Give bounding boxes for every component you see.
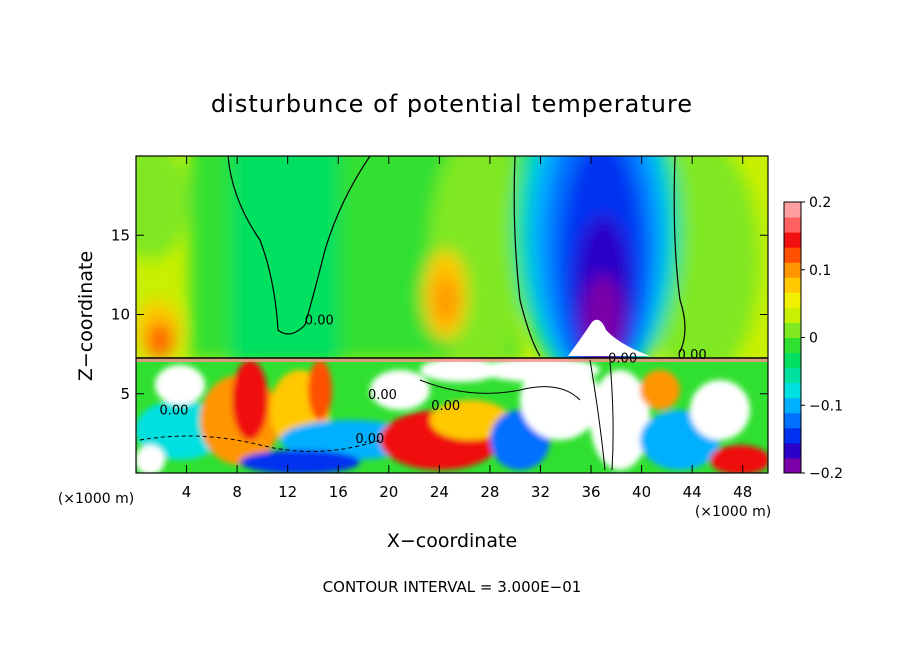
colorbar-segment [784, 217, 801, 233]
contour-interval-note: CONTOUR INTERVAL = 3.000E−01 [323, 578, 582, 596]
colorbar-segment [784, 292, 801, 308]
x-tick-label: 28 [480, 483, 499, 501]
contour-label: 0.00 [678, 348, 707, 363]
x-tick-label: 32 [531, 483, 550, 501]
contour-label: 0.00 [355, 432, 384, 447]
colorbar-segment [784, 232, 801, 248]
colorbar-tick-label: −0.2 [809, 466, 843, 482]
colorbar-tick-label: 0.1 [809, 263, 831, 279]
y-tick-label: 10 [111, 306, 130, 324]
x-tick-label: 48 [733, 483, 752, 501]
colorbar-segment [784, 457, 801, 474]
x-unit-right: (×1000 m) [695, 504, 771, 520]
colorbar-segment [784, 382, 801, 399]
contour-label: 0.00 [368, 388, 397, 403]
colorbar-segment [784, 412, 801, 429]
y-tick-label: 5 [120, 385, 130, 403]
colorbar-segment [784, 427, 801, 444]
x-tick-label: 40 [632, 483, 651, 501]
colorbar-segment [784, 352, 801, 369]
heatmap-field [136, 156, 768, 473]
colorbar-segment [784, 277, 801, 293]
contour-labels: 0.00 0.00 0.00 0.00 0.00 0.00 0.00 [159, 313, 706, 447]
chart-title: disturbunce of potential temperature [211, 90, 693, 118]
colorbar-segment [784, 367, 801, 384]
x-tick-label: 12 [278, 483, 297, 501]
colorbar: 0.2 0.1 0 −0.1 −0.2 [783, 195, 843, 482]
colorbar-tick-label: −0.1 [809, 398, 843, 414]
contour-label: 0.00 [431, 399, 460, 414]
x-axis: 4 8 12 16 20 24 28 32 36 40 44 48 [182, 156, 752, 501]
colorbar-segment [784, 202, 801, 218]
contour-label: 0.00 [608, 351, 637, 366]
x-tick-label: 36 [581, 483, 600, 501]
contour-label: 0.00 [159, 404, 188, 419]
colorbar-segment [784, 307, 801, 323]
y-axis-label: Z−coordinate [75, 251, 97, 381]
x-axis-label: X−coordinate [387, 530, 517, 552]
colorbar-segment [784, 247, 801, 263]
x-unit-left: (×1000 m) [58, 491, 134, 507]
colorbar-segment [784, 442, 801, 459]
colorbar-segment [784, 322, 801, 338]
x-tick-label: 16 [329, 483, 348, 501]
x-tick-label: 44 [683, 483, 702, 501]
colorbar-segment [784, 397, 801, 414]
colorbar-tick-label: 0.2 [809, 195, 831, 211]
y-axis: 5 10 15 [111, 226, 768, 403]
y-tick-label: 15 [111, 226, 130, 244]
x-tick-label: 4 [182, 483, 192, 501]
x-tick-label: 24 [430, 483, 449, 501]
colorbar-tick-label: 0 [809, 331, 818, 347]
x-tick-label: 8 [232, 483, 242, 501]
contour-label: 0.00 [305, 313, 334, 328]
colorbar-segment [784, 337, 801, 354]
colorbar-segment [784, 262, 801, 278]
x-tick-label: 20 [379, 483, 398, 501]
